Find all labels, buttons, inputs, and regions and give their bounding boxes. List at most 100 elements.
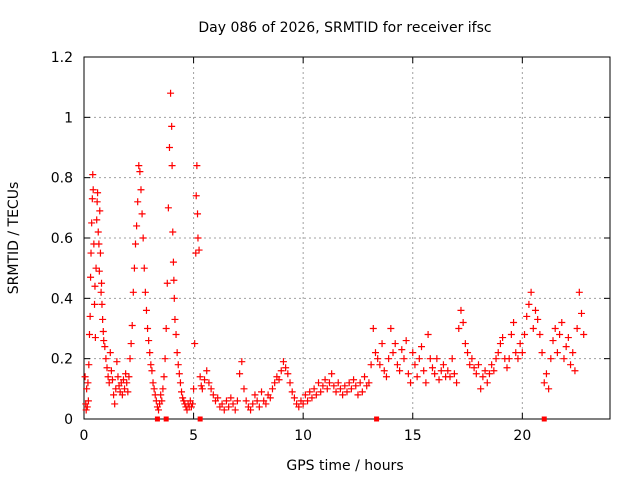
data-point: [472, 370, 480, 378]
data-point: [479, 373, 487, 381]
data-point: [415, 355, 423, 363]
data-point: [193, 162, 201, 170]
data-point: [164, 204, 172, 212]
data-point: [89, 186, 97, 194]
data-point: [98, 279, 106, 287]
data-point: [275, 376, 283, 384]
data-point: [387, 325, 395, 332]
data-point: [96, 207, 104, 215]
data-point: [345, 379, 353, 387]
data-point: [389, 349, 397, 357]
data-point: [444, 367, 452, 375]
data-point: [218, 400, 226, 408]
data-point: [91, 300, 99, 308]
data-point: [496, 340, 504, 348]
data-point: [91, 282, 99, 290]
data-point: [222, 397, 230, 405]
data-point: [238, 358, 246, 366]
data-point: [494, 349, 502, 357]
data-point: [262, 400, 270, 408]
data-point: [382, 373, 390, 381]
data-point: [319, 382, 327, 390]
data-point: [104, 373, 112, 381]
data-point: [510, 318, 518, 326]
data-point: [196, 373, 204, 381]
data-point: [571, 367, 579, 375]
data-point: [98, 300, 106, 308]
data-point: [247, 406, 255, 414]
data-point: [299, 400, 307, 408]
y-axis-ticks: 0 0.2 0.4 0.6 0.8 1 1.2: [51, 50, 610, 428]
data-point: [140, 264, 148, 272]
data-point: [507, 331, 515, 339]
data-point: [551, 325, 559, 332]
data-point: [110, 391, 118, 399]
data-point: [556, 331, 564, 339]
data-point: [562, 343, 570, 351]
data-point: [402, 337, 410, 345]
data-point: [137, 186, 145, 194]
data-point: [325, 379, 333, 387]
data-point: [282, 364, 290, 372]
x-tick-label: 5: [189, 428, 198, 444]
data-point: [380, 367, 388, 375]
data-point: [549, 337, 557, 345]
data-point: [433, 355, 441, 363]
data-point: [129, 288, 137, 296]
data-point: [255, 403, 263, 411]
data-point: [88, 219, 96, 227]
data-point: [536, 331, 544, 339]
data-point: [209, 391, 217, 399]
data-point: [172, 331, 180, 339]
data-point: [160, 373, 168, 381]
data-point: [371, 349, 379, 357]
data-point: [132, 240, 140, 248]
data-point: [227, 394, 235, 402]
data-point: [136, 168, 144, 176]
data-point-square: [541, 416, 547, 422]
data-point: [308, 394, 316, 402]
data-point: [175, 370, 183, 378]
data-point: [367, 361, 375, 369]
data-point: [468, 355, 476, 363]
data-point: [455, 325, 463, 332]
data-point: [93, 198, 101, 206]
data-point: [125, 373, 133, 381]
data-point: [214, 394, 222, 402]
data-point: [523, 312, 531, 320]
data-point: [466, 361, 474, 369]
data-point: [128, 321, 136, 329]
data-point-square: [197, 416, 203, 422]
data-point: [527, 288, 535, 296]
x-tick-label: 0: [80, 428, 89, 444]
data-point: [225, 403, 233, 411]
data-point: [170, 294, 178, 302]
data-point: [134, 198, 142, 206]
data-points: [81, 89, 588, 422]
data-point: [499, 334, 507, 342]
data-point: [179, 394, 187, 402]
data-point: [558, 318, 566, 326]
data-point: [150, 385, 158, 393]
data-point: [448, 355, 456, 363]
data-point: [505, 355, 513, 363]
data-point: [341, 382, 349, 390]
data-point: [96, 249, 104, 257]
data-point: [99, 328, 107, 336]
data-point: [251, 391, 259, 399]
data-point: [385, 355, 393, 363]
data-point: [404, 370, 412, 378]
data-point: [178, 388, 186, 396]
data-point: [94, 189, 102, 197]
data-point: [142, 306, 150, 314]
data-point: [453, 379, 461, 387]
data-point: [398, 346, 406, 354]
data-point: [195, 246, 203, 254]
data-point: [288, 388, 296, 396]
data-point: [277, 367, 285, 375]
data-point: [99, 315, 107, 323]
data-point: [286, 379, 294, 387]
chart-title: Day 086 of 2026, SRMTID for receiver ifs…: [198, 20, 491, 36]
data-point: [85, 361, 93, 369]
data-point: [173, 349, 181, 357]
